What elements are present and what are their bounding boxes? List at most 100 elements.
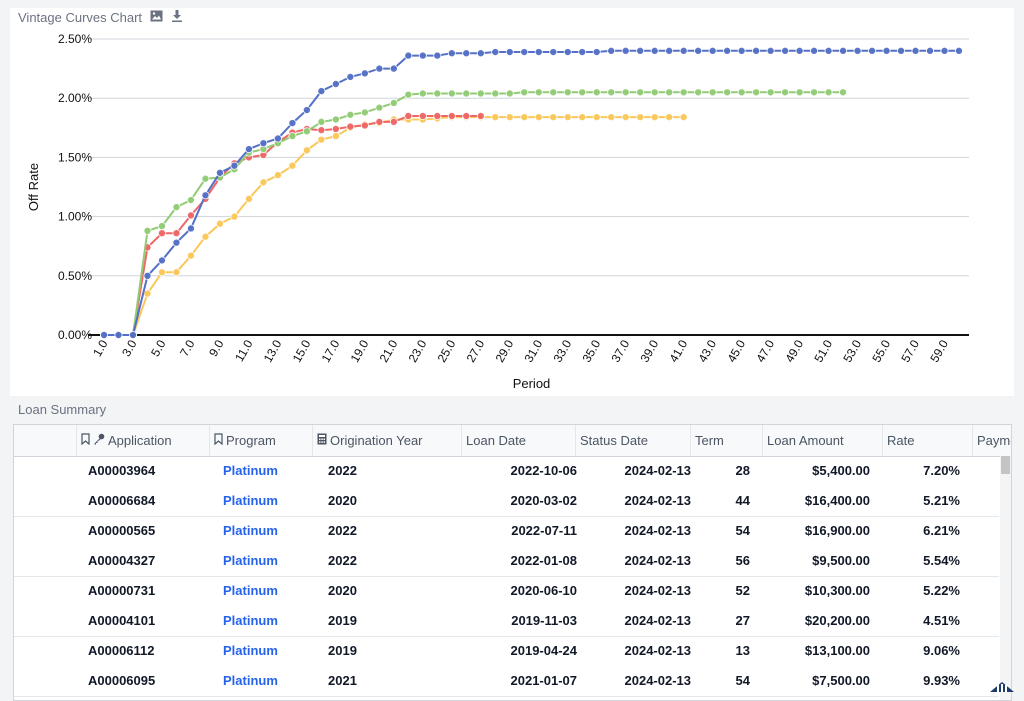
data-point (302, 127, 311, 136)
data-point (592, 113, 601, 122)
scrollbar-thumb[interactable] (1001, 456, 1010, 474)
data-point (636, 113, 645, 122)
vintage-curves-chart: 0.00% 0.50% 1.00% 1.50% 2.00% 2.50% 1.0 3.0 5.0 7… (26, 32, 969, 391)
data-point (172, 268, 181, 277)
cell-application: A00006684 (88, 493, 156, 508)
image-icon[interactable] (150, 10, 163, 25)
data-point (621, 88, 630, 97)
data-point (157, 229, 166, 238)
data-point (694, 88, 703, 97)
data-point (476, 111, 485, 120)
app-logo-icon (986, 674, 1018, 697)
data-point (404, 111, 413, 120)
cell-program[interactable]: Platinum (223, 463, 278, 478)
cell-status-date: 2024-02-13 (624, 523, 692, 538)
column-header-program[interactable]: Program (209, 425, 314, 456)
x-tick-label: 35.0 (580, 337, 604, 365)
data-point (360, 108, 369, 117)
cell-application: A00006112 (88, 643, 155, 658)
bookmark-icon (81, 425, 90, 456)
download-icon[interactable] (171, 10, 183, 25)
data-point (563, 88, 572, 97)
cell-program[interactable]: Platinum (223, 643, 278, 658)
data-point (665, 46, 674, 55)
data-point (621, 46, 630, 55)
table-row[interactable]: A00004327 Platinum 2022 2022-01-08 2024-02-1… (14, 546, 999, 577)
cell-loan-amount: $10,300.00 (804, 583, 870, 598)
column-header-origination-year[interactable]: Origination Year (312, 425, 461, 456)
data-point (259, 139, 268, 148)
data-point (607, 113, 616, 122)
cell-term: 54 (735, 673, 750, 688)
data-point (447, 89, 456, 98)
loan-summary-label: Loan Summary (18, 402, 107, 417)
column-header-status-date[interactable]: Status Date (575, 425, 690, 456)
cell-rate: 6.21% (923, 523, 960, 538)
data-point (926, 46, 935, 55)
loan-summary-grid: Application Program Origination Year Loa… (13, 424, 1012, 701)
table-row[interactable]: A00003964 Platinum 2022 2022-10-06 2024-02-1… (14, 456, 999, 487)
cell-rate: 5.54% (923, 553, 960, 568)
data-point (157, 268, 166, 277)
data-point (592, 88, 601, 97)
table-row[interactable]: A00006112 Platinum 2019 2019-04-24 2024-02-1… (14, 636, 999, 667)
data-point (244, 194, 253, 203)
data-point (665, 88, 674, 97)
cell-origination-year: 2022 (328, 523, 357, 538)
table-row[interactable]: A00006095 Platinum 2021 2021-01-07 2024-02-1… (14, 666, 999, 697)
cell-origination-year: 2022 (328, 553, 357, 568)
cell-program[interactable]: Platinum (223, 583, 278, 598)
cell-term: 44 (735, 493, 750, 508)
x-tick-label: 17.0 (319, 337, 343, 365)
data-point (389, 64, 398, 73)
x-tick-label: 27.0 (464, 337, 488, 365)
x-tick-label: 13.0 (261, 337, 285, 365)
column-header-payment[interactable]: Payme (972, 425, 1011, 456)
data-point (520, 88, 529, 97)
data-point (302, 106, 311, 115)
table-row[interactable]: A00006684 Platinum 2020 2020-03-02 2024-02-1… (14, 486, 999, 517)
cell-program[interactable]: Platinum (223, 673, 278, 688)
data-point (389, 98, 398, 107)
x-tick-label: 25.0 (435, 337, 459, 365)
column-header-loan-amount[interactable]: Loan Amount (762, 425, 881, 456)
data-point (708, 88, 717, 97)
x-tick-label: 15.0 (290, 337, 314, 365)
table-row[interactable]: A00004101 Platinum 2019 2019-11-03 2024-02-1… (14, 606, 999, 637)
cell-program[interactable]: Platinum (223, 523, 278, 538)
x-tick-label: 51.0 (811, 337, 835, 365)
column-header-rate[interactable]: Rate (882, 425, 973, 456)
data-point (360, 69, 369, 78)
column-header-term[interactable]: Term (690, 425, 761, 456)
data-point (766, 46, 775, 55)
data-point (737, 88, 746, 97)
data-point (331, 79, 340, 88)
cell-status-date: 2024-02-13 (624, 553, 692, 568)
column-header-application[interactable]: Application (76, 425, 211, 456)
data-point (331, 132, 340, 141)
cell-program[interactable]: Platinum (223, 553, 278, 568)
table-row[interactable]: A00000731 Platinum 2020 2020-06-10 2024-02-1… (14, 576, 999, 607)
data-point (723, 88, 732, 97)
cell-origination-year: 2019 (328, 643, 357, 658)
data-point (186, 211, 195, 220)
column-header-loan-date[interactable]: Loan Date (461, 425, 574, 456)
y-tick-label: 1.50% (58, 150, 92, 164)
data-point (911, 46, 920, 55)
data-point (317, 117, 326, 126)
data-point (505, 113, 514, 122)
data-point (186, 196, 195, 205)
x-tick-label: 49.0 (782, 337, 806, 365)
x-tick-label: 59.0 (927, 337, 951, 365)
data-point (172, 238, 181, 247)
cell-program[interactable]: Platinum (223, 493, 278, 508)
table-row[interactable]: A00000565 Platinum 2022 2022-07-11 2024-02-1… (14, 516, 999, 547)
data-point (114, 330, 123, 339)
y-tick-label: 2.50% (58, 32, 92, 46)
cell-rate: 9.06% (923, 643, 960, 658)
data-point (462, 49, 471, 58)
data-point (636, 46, 645, 55)
x-tick-label: 3.0 (119, 337, 140, 359)
cell-program[interactable]: Platinum (223, 613, 278, 628)
vertical-scrollbar[interactable] (1000, 456, 1011, 700)
